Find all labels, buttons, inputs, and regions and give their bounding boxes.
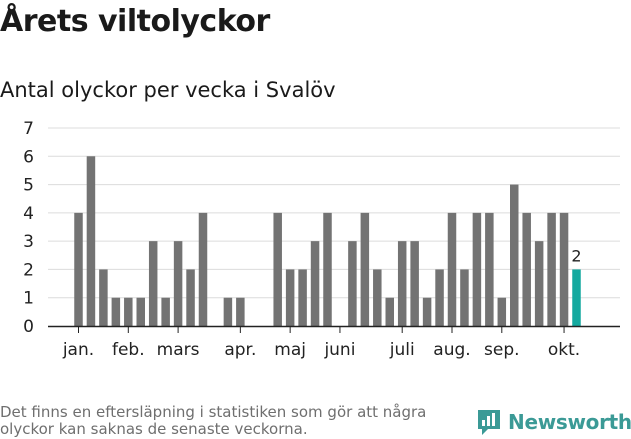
x-tick-label: sep. bbox=[484, 340, 520, 360]
bar-layer: 2 bbox=[74, 156, 582, 326]
bar bbox=[273, 212, 282, 326]
y-tick-label: 1 bbox=[23, 289, 34, 309]
bar bbox=[236, 297, 245, 326]
bar bbox=[547, 212, 556, 326]
bar bbox=[534, 241, 544, 326]
page-title: Årets viltolyckor bbox=[0, 4, 270, 39]
newsworthy-logo[interactable]: Newsworthy bbox=[476, 408, 631, 436]
bar bbox=[285, 269, 295, 326]
bar bbox=[186, 269, 195, 326]
bar bbox=[223, 297, 233, 326]
bar bbox=[173, 241, 183, 326]
bar bbox=[447, 212, 457, 326]
x-tick-label: juni bbox=[323, 340, 355, 360]
x-tick-label: jan. bbox=[62, 340, 94, 360]
data-label: 2 bbox=[571, 246, 581, 265]
bar bbox=[385, 297, 394, 326]
x-axis: jan. feb. mars apr. maj juni juli aug. sep. okt. bbox=[48, 325, 620, 360]
bar bbox=[148, 241, 158, 326]
x-tick-label: juli bbox=[389, 340, 415, 360]
bar bbox=[510, 184, 519, 326]
bar-highlight bbox=[572, 269, 581, 326]
bar bbox=[472, 212, 482, 326]
bar bbox=[485, 212, 494, 326]
y-axis: 0 1 2 3 4 5 6 7 bbox=[23, 119, 34, 337]
chart-subtitle: Antal olyckor per vecka i Svalöv bbox=[0, 78, 336, 102]
bar bbox=[124, 297, 133, 326]
x-tick-label: apr. bbox=[224, 340, 256, 360]
bar bbox=[198, 212, 208, 326]
bar bbox=[310, 241, 320, 326]
bar bbox=[348, 241, 357, 326]
x-tick-label: aug. bbox=[433, 340, 470, 360]
bar bbox=[460, 269, 469, 326]
bar bbox=[99, 269, 108, 326]
newsworthy-logo-text: Newsworthy bbox=[508, 410, 631, 434]
grid-layer bbox=[48, 127, 620, 299]
bar bbox=[161, 297, 170, 326]
bar bbox=[86, 156, 96, 326]
y-tick-label: 2 bbox=[23, 260, 34, 280]
bar bbox=[559, 212, 569, 326]
y-tick-label: 4 bbox=[23, 204, 34, 224]
bar bbox=[397, 241, 407, 326]
bar bbox=[111, 297, 121, 326]
bar bbox=[410, 241, 419, 326]
x-tick-label: feb. bbox=[112, 340, 145, 360]
y-tick-label: 3 bbox=[23, 232, 34, 252]
bar bbox=[522, 212, 531, 326]
bar bbox=[373, 269, 382, 326]
bar bbox=[422, 297, 432, 326]
bar bbox=[497, 297, 507, 326]
bar bbox=[136, 297, 145, 326]
bar bbox=[360, 212, 370, 326]
x-tick-label: okt. bbox=[548, 340, 580, 360]
bar bbox=[435, 269, 444, 326]
y-tick-label: 5 bbox=[23, 176, 34, 196]
x-tick-label: maj bbox=[274, 340, 306, 360]
bar bbox=[74, 212, 83, 326]
y-tick-label: 6 bbox=[23, 147, 34, 167]
y-tick-label: 7 bbox=[23, 119, 34, 139]
bar-chart: 0 1 2 3 4 5 6 7 2 jan. feb. mars apr. maj juni juli au… bbox=[23, 119, 620, 360]
newsworthy-logo-icon bbox=[478, 410, 500, 435]
bar bbox=[323, 212, 332, 326]
y-tick-label: 0 bbox=[23, 317, 34, 337]
footnote: Det finns en eftersläpning i statistiken… bbox=[0, 403, 427, 438]
x-tick-label: mars bbox=[157, 340, 200, 360]
bar bbox=[298, 269, 307, 326]
